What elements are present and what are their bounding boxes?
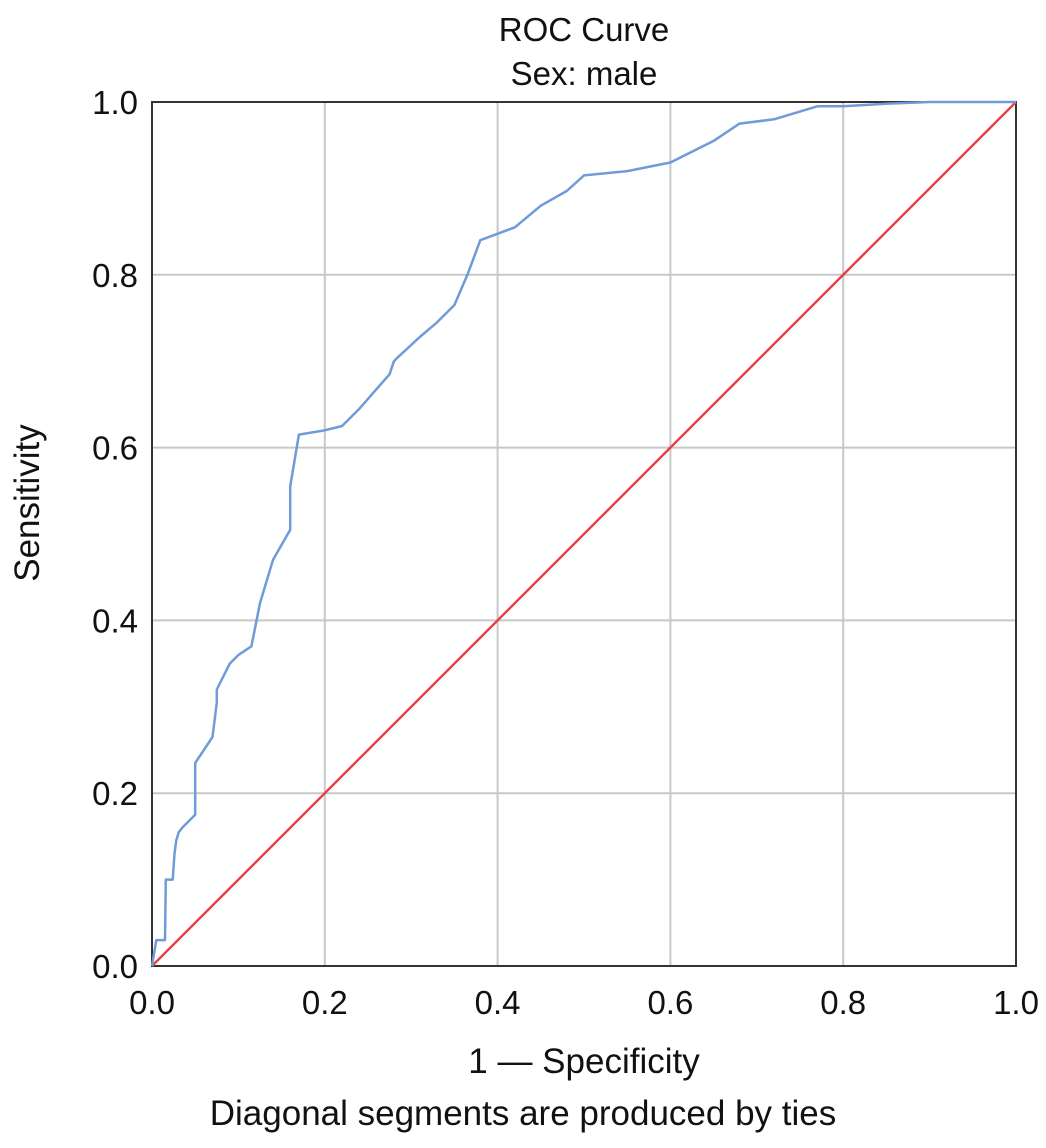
y-tick-label: 0.0 xyxy=(92,948,138,985)
x-tick-label: 0.8 xyxy=(820,984,866,1021)
x-tick-label: 1.0 xyxy=(993,984,1039,1021)
x-axis-ticks: 0.0 0.2 0.4 0.6 0.8 1.0 xyxy=(129,984,1039,1021)
plot-area-frame xyxy=(151,101,1017,967)
y-axis-label: Sensitivity xyxy=(8,424,47,582)
y-tick-label: 0.6 xyxy=(92,430,138,467)
y-axis-ticks: 0.0 0.2 0.4 0.6 0.8 1.0 xyxy=(92,84,138,985)
chart-footnote: Diagonal segments are produced by ties xyxy=(209,1094,837,1133)
reference-diagonal-line xyxy=(151,101,1017,967)
chart-title: ROC Curve xyxy=(498,11,670,48)
series-layer xyxy=(150,100,1017,967)
x-tick-label: 0.0 xyxy=(129,984,175,1021)
chart-subtitle: Sex: male xyxy=(510,55,658,92)
x-tick-label: 0.2 xyxy=(302,984,348,1021)
grid-lines xyxy=(152,102,1016,966)
x-tick-label: 0.6 xyxy=(647,984,693,1021)
y-tick-label: 0.8 xyxy=(92,257,138,294)
x-tick-label: 0.4 xyxy=(475,984,521,1021)
y-tick-label: 0.2 xyxy=(92,775,138,812)
roc-curve-line xyxy=(150,100,1016,967)
x-axis-label: 1 — Specificity xyxy=(468,1042,700,1081)
y-tick-label: 1.0 xyxy=(92,84,138,121)
y-tick-label: 0.4 xyxy=(92,602,138,639)
